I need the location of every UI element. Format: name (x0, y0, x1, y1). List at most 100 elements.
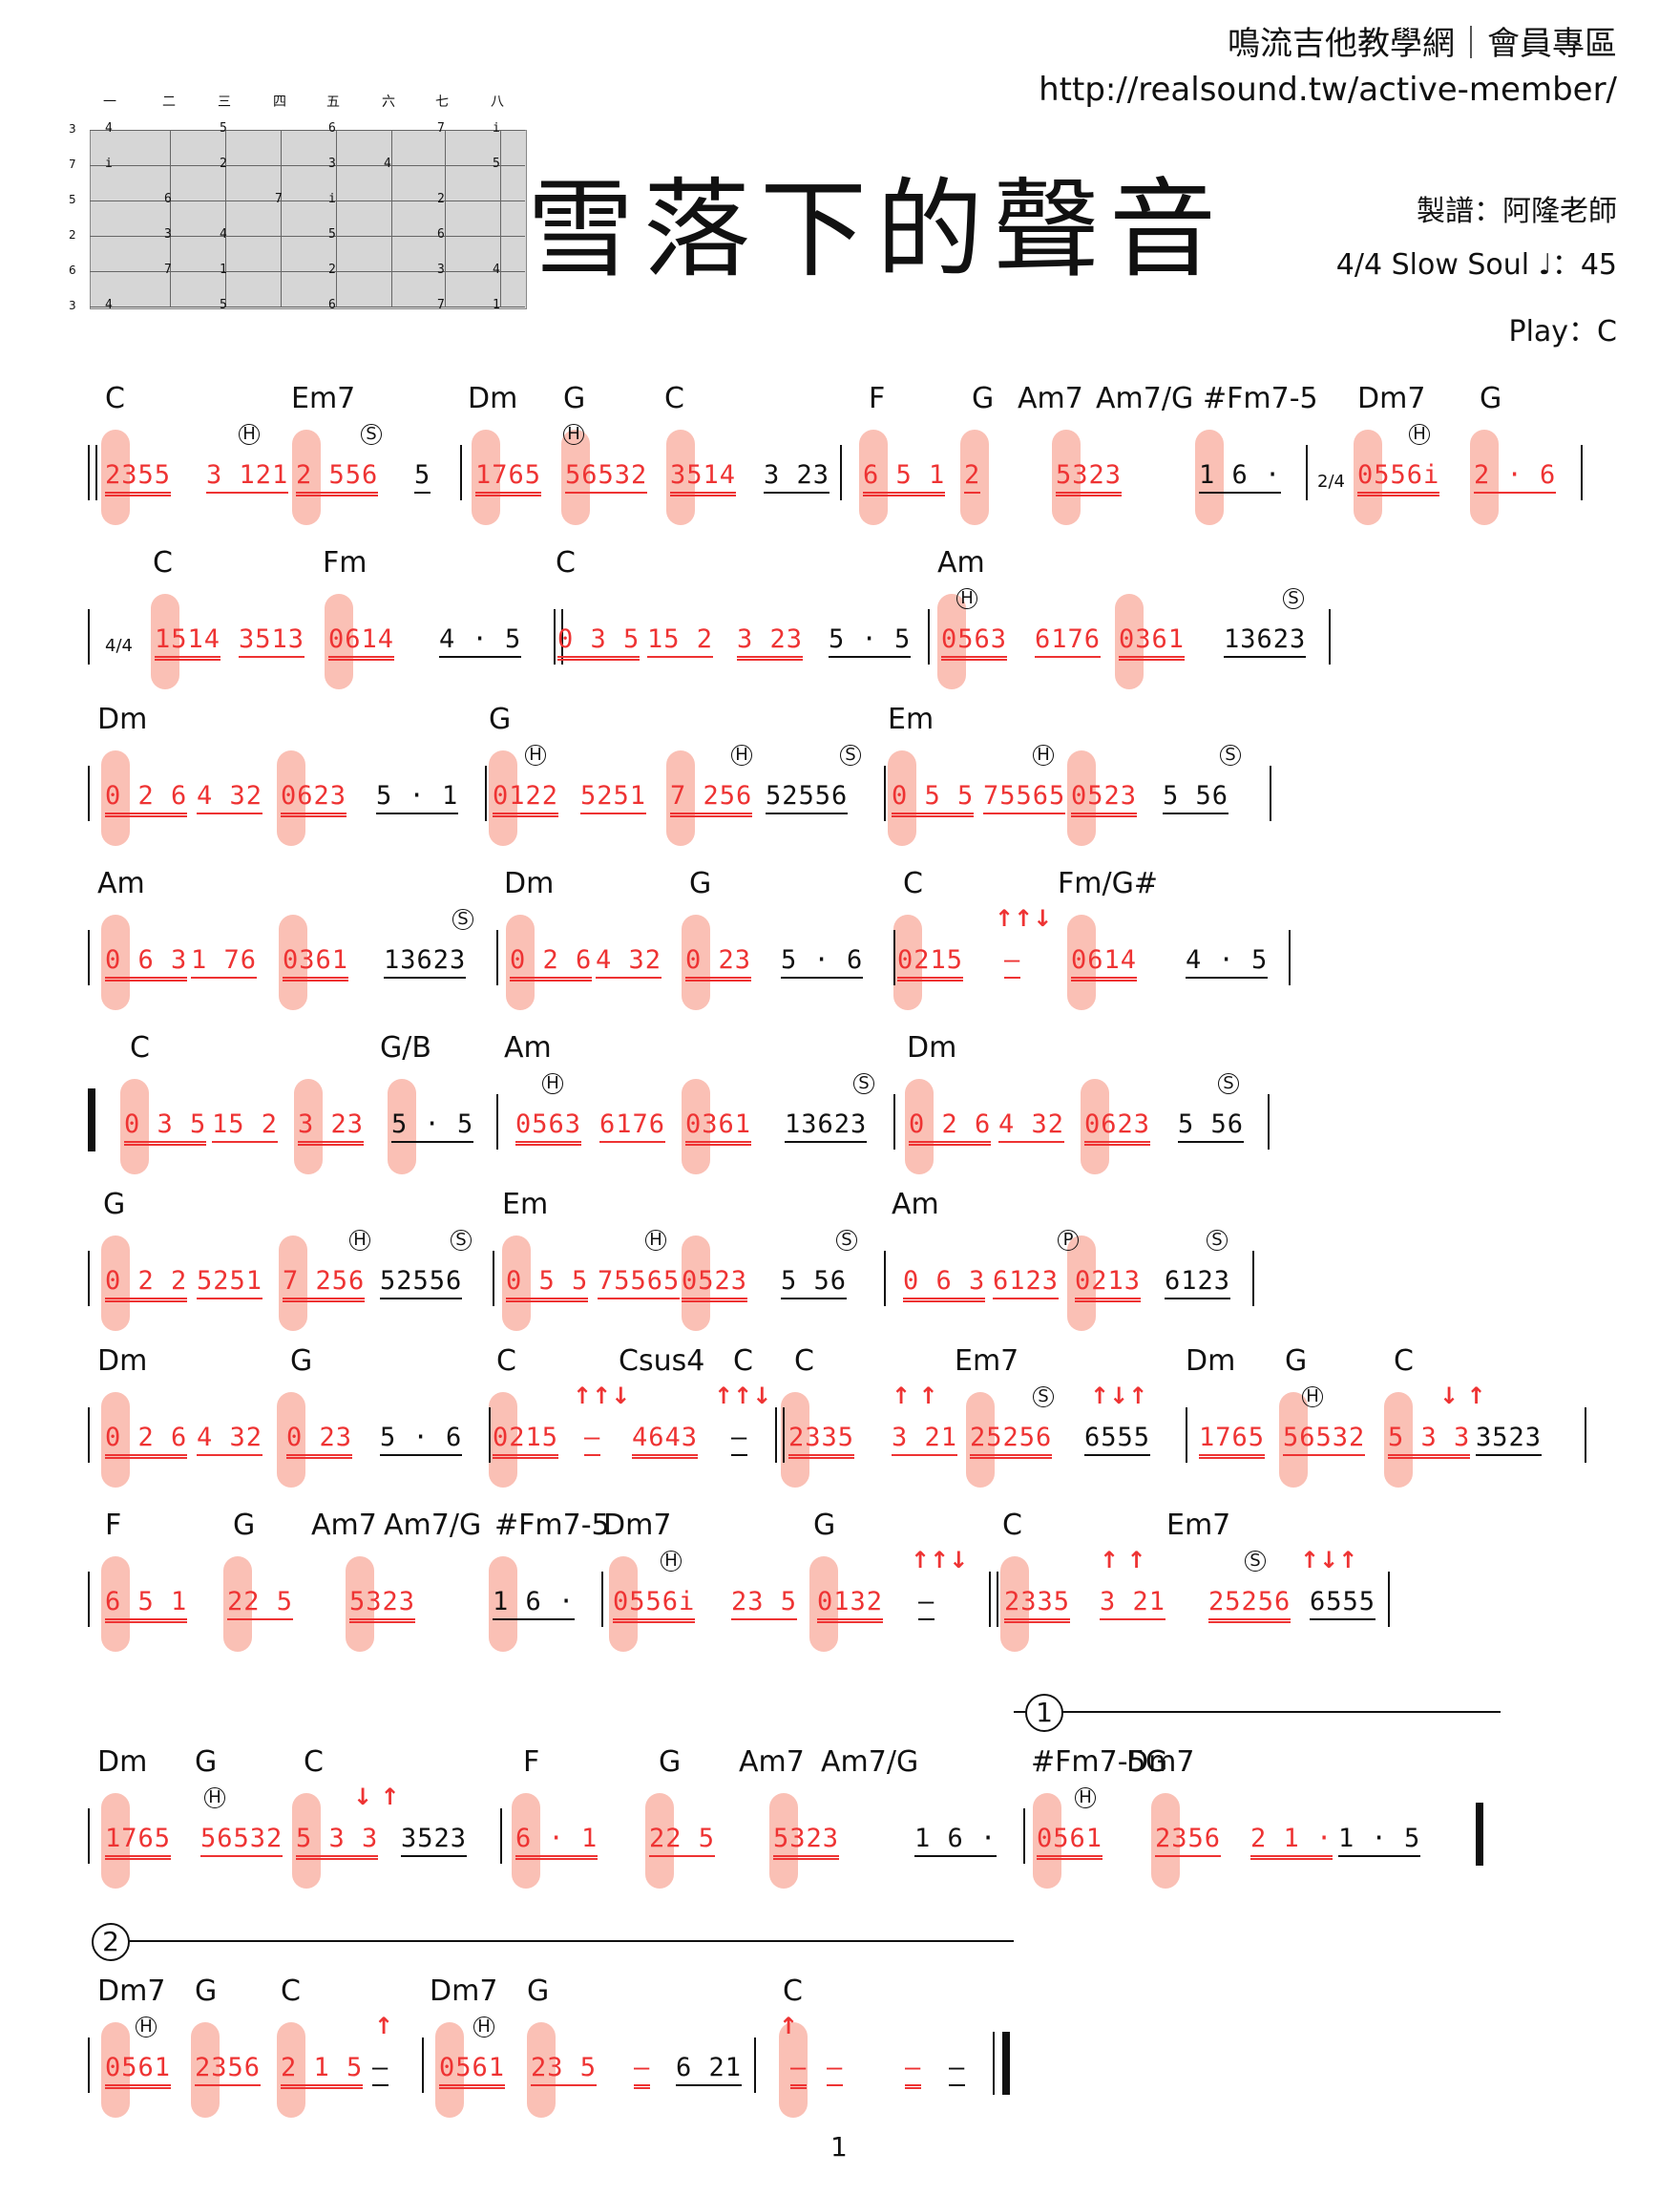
strum-highlight (609, 1556, 638, 1652)
barline (884, 766, 886, 821)
strum-highlight (279, 915, 307, 1010)
note-group: 1765 (475, 460, 542, 496)
fret-note: 4 (493, 263, 500, 277)
note-group: — (634, 2053, 651, 2089)
technique-mark: S (853, 1073, 874, 1094)
chord-symbol: G (527, 1974, 550, 2008)
note-group: 0 5 5 (506, 1266, 589, 1302)
technique-mark: S (1283, 588, 1304, 609)
chord-symbol: F (869, 382, 886, 415)
fret-note: 4 (384, 157, 391, 171)
technique-mark: H (645, 1230, 666, 1251)
string-label: 5 (69, 193, 76, 206)
note-group: 3 21 (892, 1423, 958, 1456)
site-url[interactable]: http://realsound.tw/active-member/ (1039, 71, 1617, 109)
barline (1585, 1407, 1586, 1463)
note-group: 52556 (766, 781, 849, 814)
note-group: 2335 (788, 1423, 855, 1459)
technique-mark: H (1302, 1386, 1323, 1407)
note-group: 6 · 1 (515, 1824, 598, 1860)
technique-mark: S (1218, 1073, 1239, 1094)
barline (1581, 445, 1583, 500)
fret-note: 3 (437, 263, 445, 277)
note-group: 6176 (599, 1109, 666, 1143)
strum-highlight (893, 915, 922, 1010)
note-group: 15 2 (212, 1109, 279, 1143)
barline (88, 1808, 90, 1864)
chord-symbol: G/B (380, 1031, 431, 1065)
barline (88, 1407, 90, 1463)
volta-number: 1 (1025, 1694, 1063, 1732)
note-group: 2 1 · (1250, 1824, 1334, 1860)
barline (1306, 445, 1308, 500)
note-group: 0 2 2 (105, 1266, 188, 1302)
note-group: 0556i (613, 1587, 696, 1623)
note-group: 75565 (983, 781, 1066, 814)
technique-mark: S (1033, 1386, 1054, 1407)
strum-highlight (779, 2022, 808, 2118)
chord-symbol: Em (502, 1188, 549, 1221)
chord-symbol: Dm (97, 1344, 148, 1378)
note-group: 5 · 6 (380, 1423, 463, 1456)
chord-symbol: C (664, 382, 684, 415)
chord-symbol: C (1394, 1344, 1414, 1378)
chord-symbol: Dm7 (1357, 382, 1426, 415)
fret-note: 7 (275, 192, 283, 206)
note-group: 4 32 (197, 781, 263, 814)
note-group: 3523 (401, 1824, 468, 1857)
strum-highlight (502, 1235, 531, 1331)
barline (893, 930, 895, 985)
strum-highlight (682, 1079, 710, 1174)
note-group: 1514 (155, 624, 221, 661)
volta-bracket (1014, 1711, 1501, 1713)
strum-highlight (101, 430, 130, 525)
barline (489, 1407, 491, 1463)
strum-highlight (1067, 1235, 1096, 1331)
strum-highlight (506, 915, 535, 1010)
note-group: 5 · 1 (376, 781, 459, 814)
strum-highlight (905, 1079, 934, 1174)
note-group: 3523 (1476, 1423, 1543, 1456)
strum-highlight (1033, 1793, 1061, 1889)
repeat-start (88, 1088, 95, 1151)
note-group: 6555 (1310, 1587, 1376, 1620)
chord-symbol: G (1285, 1344, 1308, 1378)
strum-highlight (1115, 594, 1144, 689)
score-system: Dm G C F G Am7 Am7/G #Fm7-5 Dm7 G 1765 56532 5 3 3 35… (0, 1694, 1680, 1898)
strum-highlight (120, 1079, 149, 1174)
score-system: G Em Am 0 2 2 5251 7 256 52556 0 5 5 75565 0523 5 … (0, 1188, 1680, 1341)
chord-symbol: G (195, 1745, 218, 1779)
strum-highlight (645, 1793, 674, 1889)
note-group: 2 · 6 (1474, 460, 1557, 494)
strum-highlight (294, 1079, 323, 1174)
strum-highlight (101, 2022, 130, 2118)
technique-mark: H (1075, 1787, 1096, 1808)
note-group: 56532 (200, 1824, 284, 1857)
note-group: 13623 (785, 1109, 868, 1143)
note-group: 0 2 6 (105, 1423, 188, 1459)
note-group: 3514 (670, 460, 737, 496)
note-group: 7 256 (670, 781, 753, 817)
note-group: — (372, 2053, 389, 2086)
play-key: Play：C (1508, 315, 1617, 348)
strum-highlight (859, 430, 888, 525)
barline (601, 1572, 603, 1627)
note-group: 25256 (1208, 1587, 1292, 1623)
note-group: 0213 (1075, 1266, 1142, 1302)
fret-column-label: 六 (382, 95, 395, 110)
note-group: 0 6 3 (105, 945, 188, 982)
double-barline (554, 609, 563, 665)
strum-arrow: ↑↓↑ (1090, 1383, 1148, 1409)
strum-arrow: ↑↑↓ (995, 905, 1053, 932)
note-group: 0 2 6 (510, 945, 593, 982)
note-group: 13623 (1224, 624, 1307, 658)
fret-note: 6 (328, 298, 336, 312)
chord-symbol: Fm (323, 546, 368, 580)
fret-note: 4 (105, 298, 113, 312)
note-group: 5323 (1056, 460, 1123, 496)
barline (1329, 609, 1331, 665)
note-group: 7 256 (283, 1266, 366, 1302)
chord-symbol: #Fm7-5 (494, 1509, 610, 1542)
fretboard-grid (90, 130, 527, 309)
note-group: 4 32 (596, 945, 662, 979)
